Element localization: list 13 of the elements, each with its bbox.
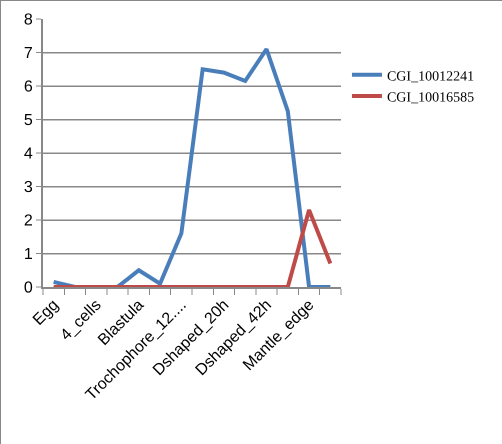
y-tick-label: 2 <box>24 212 33 230</box>
y-tick-label: 3 <box>24 179 33 196</box>
legend-label: CGI_10016585 <box>386 90 474 106</box>
y-tick-label: 8 <box>24 12 33 29</box>
y-tick-label: 1 <box>24 246 33 264</box>
y-tick-label: 5 <box>24 112 33 130</box>
y-tick-label: 6 <box>24 78 33 96</box>
y-tick-label: 7 <box>24 45 33 62</box>
legend-label: CGI_10012241 <box>386 69 474 84</box>
line-series <box>52 47 332 287</box>
y-tick-label: 4 <box>24 146 33 163</box>
y-tick-label: 0 <box>24 280 33 297</box>
x-tick-label: Egg <box>30 296 62 329</box>
